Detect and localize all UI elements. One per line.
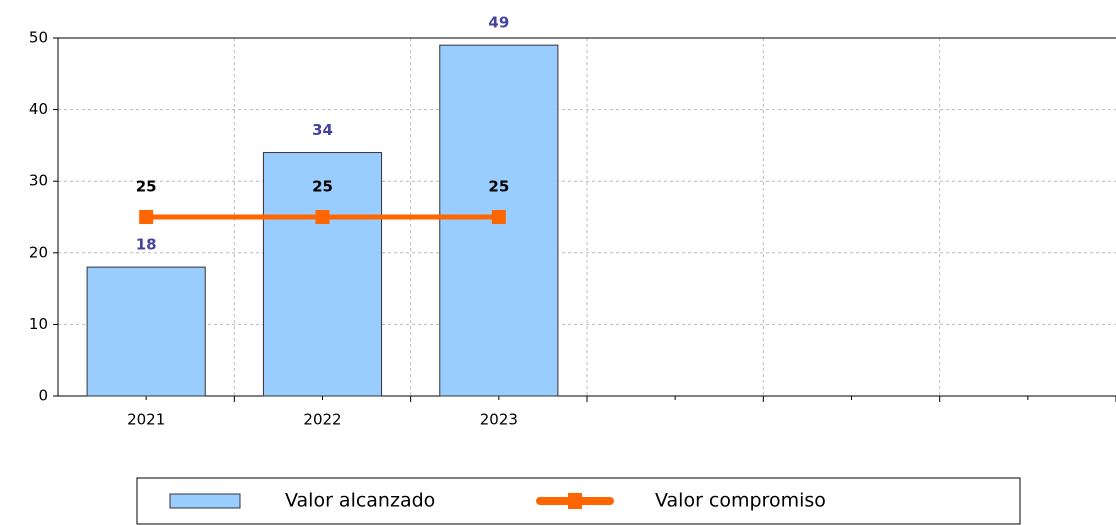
legend-label: Valor alcanzado bbox=[285, 490, 435, 512]
x-tick-label: 2022 bbox=[303, 411, 341, 429]
line-marker bbox=[491, 210, 506, 224]
line-marker bbox=[139, 210, 154, 224]
x-tick-label: 2023 bbox=[480, 411, 518, 429]
line-value-label: 25 bbox=[136, 178, 157, 196]
x-tick-label: 2021 bbox=[127, 411, 165, 429]
y-tick-label: 0 bbox=[38, 387, 48, 405]
bar-value-label: 49 bbox=[488, 14, 509, 32]
y-tick-label: 10 bbox=[29, 315, 48, 333]
legend-label: Valor compromiso bbox=[655, 490, 826, 512]
y-tick-label: 20 bbox=[29, 243, 48, 261]
bar bbox=[86, 266, 206, 397]
bar-value-label: 34 bbox=[312, 121, 333, 139]
bar-value-label: 18 bbox=[136, 236, 157, 254]
bar bbox=[262, 152, 383, 397]
legend-swatch bbox=[169, 493, 241, 509]
y-tick-label: 50 bbox=[29, 29, 48, 47]
line-value-label: 25 bbox=[312, 178, 333, 196]
line-marker bbox=[315, 210, 330, 224]
y-tick-label: 30 bbox=[29, 172, 48, 190]
legend-marker bbox=[568, 493, 582, 509]
y-tick-label: 40 bbox=[29, 100, 48, 118]
line-value-label: 25 bbox=[488, 178, 509, 196]
